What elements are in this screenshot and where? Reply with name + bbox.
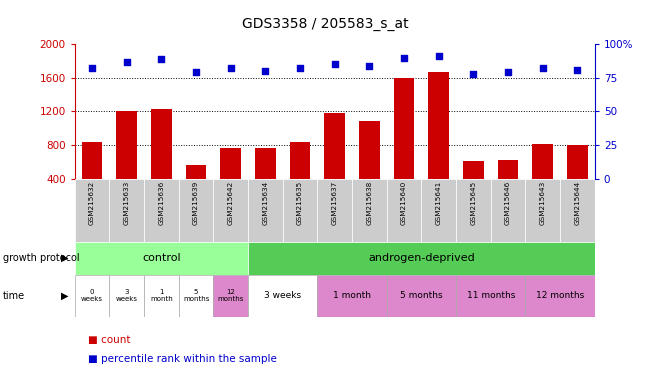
Text: time: time bbox=[3, 291, 25, 301]
Text: GSM215637: GSM215637 bbox=[332, 180, 338, 225]
Text: GSM215640: GSM215640 bbox=[401, 180, 407, 225]
Text: growth protocol: growth protocol bbox=[3, 253, 80, 263]
Text: GSM215634: GSM215634 bbox=[263, 180, 268, 225]
Bar bbox=[317, 179, 352, 242]
Text: 5 months: 5 months bbox=[400, 291, 443, 300]
Point bbox=[226, 65, 236, 71]
Bar bbox=[151, 109, 172, 212]
Text: GSM215645: GSM215645 bbox=[471, 180, 476, 225]
Text: ■ count: ■ count bbox=[88, 335, 130, 345]
Bar bbox=[290, 142, 311, 212]
Bar bbox=[560, 179, 595, 242]
Text: GDS3358 / 205583_s_at: GDS3358 / 205583_s_at bbox=[242, 17, 408, 31]
Text: GSM215639: GSM215639 bbox=[193, 180, 199, 225]
Text: 12 months: 12 months bbox=[536, 291, 584, 300]
Text: GSM215646: GSM215646 bbox=[505, 180, 511, 225]
Bar bbox=[213, 179, 248, 242]
Bar bbox=[82, 142, 103, 212]
Text: 0
weeks: 0 weeks bbox=[81, 289, 103, 302]
Bar bbox=[213, 275, 248, 317]
Text: GSM215642: GSM215642 bbox=[227, 180, 234, 225]
Text: ▶: ▶ bbox=[61, 291, 69, 301]
Bar bbox=[179, 275, 213, 317]
Text: GSM215643: GSM215643 bbox=[540, 180, 546, 225]
Text: ▶: ▶ bbox=[61, 253, 69, 263]
Bar bbox=[359, 121, 380, 212]
Point bbox=[503, 69, 514, 75]
Bar bbox=[394, 78, 415, 212]
Bar bbox=[421, 179, 456, 242]
Bar bbox=[255, 148, 276, 212]
Text: 12
months: 12 months bbox=[218, 289, 244, 302]
Point bbox=[572, 67, 582, 73]
Point bbox=[330, 61, 340, 67]
Point bbox=[260, 68, 270, 74]
Text: 3 weeks: 3 weeks bbox=[264, 291, 302, 300]
Bar bbox=[116, 111, 137, 212]
Bar bbox=[317, 275, 387, 317]
Bar bbox=[179, 179, 213, 242]
Bar bbox=[463, 161, 484, 212]
Text: GSM215632: GSM215632 bbox=[89, 180, 95, 225]
Text: GSM215641: GSM215641 bbox=[436, 180, 442, 225]
Bar bbox=[324, 113, 345, 212]
Bar bbox=[144, 179, 179, 242]
Text: GSM215635: GSM215635 bbox=[297, 180, 303, 225]
Bar bbox=[248, 179, 283, 242]
Bar bbox=[75, 242, 248, 275]
Text: GSM215633: GSM215633 bbox=[124, 180, 130, 225]
Bar bbox=[352, 179, 387, 242]
Bar bbox=[525, 179, 560, 242]
Point bbox=[122, 58, 132, 65]
Text: 1
month: 1 month bbox=[150, 289, 173, 302]
Bar bbox=[491, 179, 525, 242]
Bar bbox=[248, 242, 595, 275]
Text: 5
months: 5 months bbox=[183, 289, 209, 302]
Bar bbox=[567, 145, 588, 212]
Point bbox=[156, 56, 166, 62]
Text: GSM215636: GSM215636 bbox=[159, 180, 164, 225]
Bar bbox=[525, 275, 595, 317]
Point bbox=[399, 55, 410, 61]
Bar bbox=[428, 72, 449, 212]
Bar bbox=[220, 148, 241, 212]
Bar bbox=[456, 179, 491, 242]
Point bbox=[468, 71, 478, 77]
Bar bbox=[186, 165, 207, 212]
Point bbox=[191, 69, 202, 75]
Text: control: control bbox=[142, 253, 181, 263]
Bar bbox=[456, 275, 525, 317]
Bar bbox=[387, 275, 456, 317]
Bar bbox=[498, 160, 519, 212]
Bar bbox=[109, 179, 144, 242]
Text: 11 months: 11 months bbox=[467, 291, 515, 300]
Text: androgen-deprived: androgen-deprived bbox=[368, 253, 474, 263]
Bar bbox=[248, 275, 317, 317]
Bar bbox=[144, 275, 179, 317]
Text: GSM215638: GSM215638 bbox=[367, 180, 372, 225]
Text: 3
weeks: 3 weeks bbox=[116, 289, 138, 302]
Bar bbox=[387, 179, 421, 242]
Point bbox=[87, 65, 98, 71]
Text: GSM215644: GSM215644 bbox=[575, 180, 580, 225]
Point bbox=[434, 53, 444, 59]
Point bbox=[295, 65, 306, 71]
Text: 1 month: 1 month bbox=[333, 291, 371, 300]
Text: ■ percentile rank within the sample: ■ percentile rank within the sample bbox=[88, 354, 277, 364]
Bar bbox=[283, 179, 317, 242]
Bar bbox=[75, 275, 109, 317]
Bar bbox=[75, 179, 109, 242]
Point bbox=[364, 63, 374, 69]
Bar bbox=[109, 275, 144, 317]
Bar bbox=[532, 144, 553, 212]
Point bbox=[538, 65, 548, 71]
